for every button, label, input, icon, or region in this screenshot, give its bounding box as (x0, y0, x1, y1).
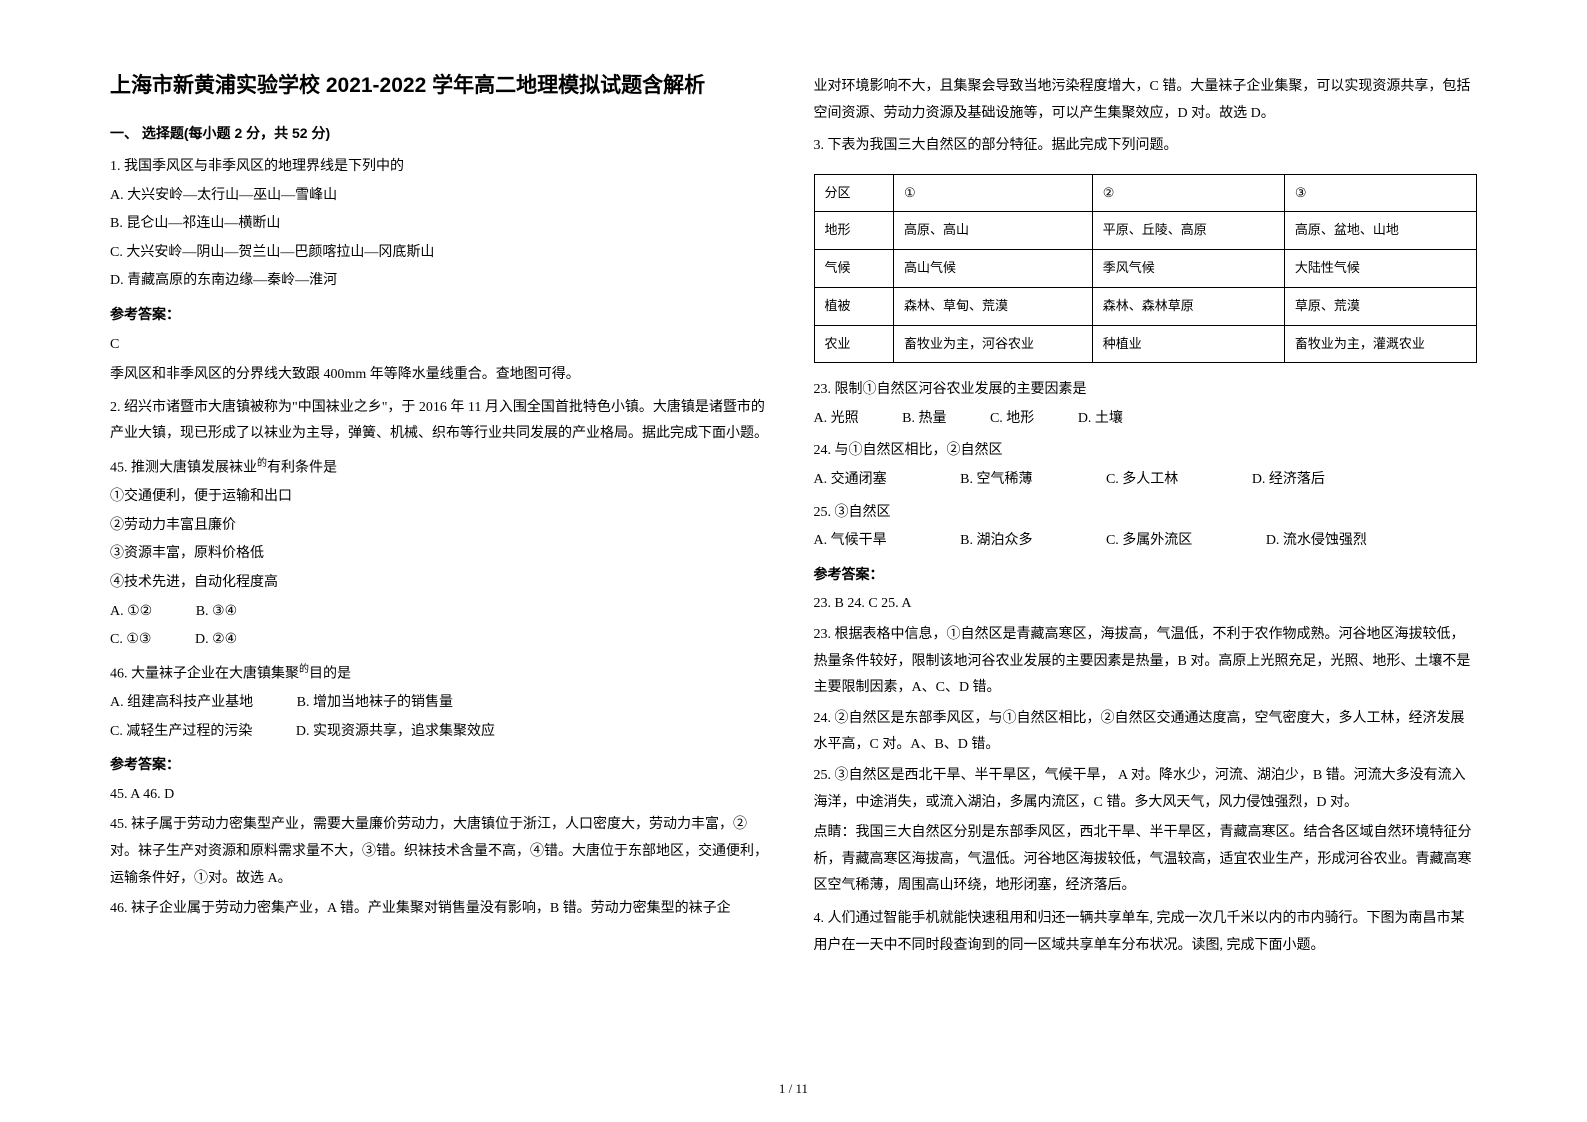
q45-o3: ③资源丰富，原料价格低 (110, 541, 774, 568)
table-cell: 畜牧业为主，灌溉农业 (1284, 325, 1476, 363)
q1-opt-c: C. 大兴安岭—阴山—贺兰山—巴颜喀拉山—冈底斯山 (110, 240, 774, 267)
table-cell: 地形 (814, 212, 894, 250)
q45-text: 45. 推测大唐镇发展袜业 (110, 461, 257, 476)
q1-exp: 季风区和非季风区的分界线大致跟 400mm 年等降水量线重合。查地图可得。 (110, 362, 774, 389)
q45-o1: ①交通便利，便于运输和出口 (110, 484, 774, 511)
q3-exp25: 25. ③自然区是西北干旱、半干旱区，气候干旱， A 对。降水少，河流、湖泊少，… (814, 763, 1478, 816)
table-cell: ② (1092, 174, 1284, 212)
q1-opt-d: D. 青藏高原的东南边缘—秦岭—淮河 (110, 268, 774, 295)
q45-a: A. ①② (110, 599, 152, 626)
table-cell: 农业 (814, 325, 894, 363)
table-cell: ③ (1284, 174, 1476, 212)
q46-stem: 46. 大量袜子企业在大唐镇集聚的目的是 (110, 660, 774, 688)
q46-row1: A. 组建高科技产业基地 B. 增加当地袜子的销售量 (110, 690, 774, 717)
q3-ans-label: 参考答案： (814, 561, 1478, 588)
table-cell: 畜牧业为主，河谷农业 (894, 325, 1093, 363)
table-cell: 大陆性气候 (1284, 250, 1476, 288)
q25-d: D. 流水侵蚀强烈 (1266, 528, 1367, 555)
table-cell: 森林、森林草原 (1092, 287, 1284, 325)
q24-d: D. 经济落后 (1252, 467, 1325, 494)
q46-text: 46. 大量袜子企业在大唐镇集聚 (110, 667, 299, 682)
q2-exp45: 45. 袜子属于劳动力密集型产业，需要大量廉价劳动力，大唐镇位于浙江，人口密度大… (110, 812, 774, 892)
q45-c: C. ①③ (110, 627, 151, 654)
table-row: 植被 森林、草甸、荒漠 森林、森林草原 草原、荒漠 (814, 287, 1477, 325)
q23-d: D. 土壤 (1078, 406, 1123, 433)
table-cell: ① (894, 174, 1093, 212)
q45-stem: 45. 推测大唐镇发展袜业的有利条件是 (110, 454, 774, 482)
q46-row2: C. 减轻生产过程的污染 D. 实现资源共享，追求集聚效应 (110, 719, 774, 746)
q45-o2: ②劳动力丰富且廉价 (110, 513, 774, 540)
q45-row1: A. ①② B. ③④ (110, 599, 774, 626)
q24-stem: 24. 与①自然区相比，②自然区 (814, 438, 1478, 465)
q23-a: A. 光照 (814, 406, 859, 433)
q24-c: C. 多人工林 (1106, 467, 1178, 494)
table-cell: 高山气候 (894, 250, 1093, 288)
q1-opt-a: A. 大兴安岭—太行山—巫山—雪峰山 (110, 183, 774, 210)
table-cell: 气候 (814, 250, 894, 288)
q24-a: A. 交通闭塞 (814, 467, 887, 494)
table-cell: 高原、盆地、山地 (1284, 212, 1476, 250)
table-cell: 分区 (814, 174, 894, 212)
q46-sup: 的 (299, 664, 309, 675)
q3-ans: 23. B 24. C 25. A (814, 591, 1478, 618)
page-number: 1 / 11 (779, 1077, 808, 1102)
q23-c: C. 地形 (990, 406, 1034, 433)
q2-intro: 2. 绍兴市诸暨市大唐镇被称为"中国袜业之乡"，于 2016 年 11 月入围全… (110, 395, 774, 448)
q46-b: B. 增加当地袜子的销售量 (297, 690, 453, 717)
q23-stem: 23. 限制①自然区河谷农业发展的主要因素是 (814, 377, 1478, 404)
table-cell: 季风气候 (1092, 250, 1284, 288)
q45-row2: C. ①③ D. ②④ (110, 627, 774, 654)
q23-opts: A. 光照 B. 热量 C. 地形 D. 土壤 (814, 406, 1478, 433)
q25-a: A. 气候干旱 (814, 528, 887, 555)
q46-a: A. 组建高科技产业基地 (110, 690, 253, 717)
q1-stem: 1. 我国季风区与非季风区的地理界线是下列中的 (110, 154, 774, 181)
q3-exp24: 24. ②自然区是东部季风区，与①自然区相比，②自然区交通通达度高，空气密度大，… (814, 706, 1478, 759)
q25-opts: A. 气候干旱 B. 湖泊众多 C. 多属外流区 D. 流水侵蚀强烈 (814, 528, 1478, 555)
q25-c: C. 多属外流区 (1106, 528, 1192, 555)
q2-ans-label: 参考答案： (110, 751, 774, 778)
q24-b: B. 空气稀薄 (960, 467, 1032, 494)
q4-stem: 4. 人们通过智能手机就能快速租用和归还一辆共享单车, 完成一次几千米以内的市内… (814, 906, 1478, 959)
section-header: 一、 选择题(每小题 2 分，共 52 分) (110, 120, 774, 147)
table-cell: 植被 (814, 287, 894, 325)
q25-stem: 25. ③自然区 (814, 500, 1478, 527)
table-row: 分区 ① ② ③ (814, 174, 1477, 212)
table-row: 农业 畜牧业为主，河谷农业 种植业 畜牧业为主，灌溉农业 (814, 325, 1477, 363)
table-row: 地形 高原、高山 平原、丘陵、高原 高原、盆地、山地 (814, 212, 1477, 250)
q2-exp46b: 业对环境影响不大，且集聚会导致当地污染程度增大，C 错。大量袜子企业集聚，可以实… (814, 74, 1478, 127)
q3-tip: 点睛：我国三大自然区分别是东部季风区，西北干旱、半干旱区，青藏高寒区。结合各区域… (814, 820, 1478, 900)
q23-b: B. 热量 (902, 406, 946, 433)
table-cell: 森林、草甸、荒漠 (894, 287, 1093, 325)
table-row: 气候 高山气候 季风气候 大陆性气候 (814, 250, 1477, 288)
q24-opts: A. 交通闭塞 B. 空气稀薄 C. 多人工林 D. 经济落后 (814, 467, 1478, 494)
q46-c: C. 减轻生产过程的污染 (110, 719, 252, 746)
q45-d: D. ②④ (195, 627, 237, 654)
q46-suffix: 目的是 (309, 667, 351, 682)
q1-ans-label: 参考答案： (110, 301, 774, 328)
doc-title: 上海市新黄浦实验学校 2021-2022 学年高二地理模拟试题含解析 (110, 70, 774, 102)
q46-d: D. 实现资源共享，追求集聚效应 (296, 719, 495, 746)
table-cell: 草原、荒漠 (1284, 287, 1476, 325)
q2-ans: 45. A 46. D (110, 782, 774, 809)
q45-b: B. ③④ (196, 599, 237, 626)
table-cell: 高原、高山 (894, 212, 1093, 250)
q45-o4: ④技术先进，自动化程度高 (110, 570, 774, 597)
q1-opt-b: B. 昆仑山—祁连山—横断山 (110, 211, 774, 238)
table-cell: 平原、丘陵、高原 (1092, 212, 1284, 250)
q3-table: 分区 ① ② ③ 地形 高原、高山 平原、丘陵、高原 高原、盆地、山地 气候 高… (814, 174, 1478, 363)
q45-suffix: 有利条件是 (267, 461, 337, 476)
q25-b: B. 湖泊众多 (960, 528, 1032, 555)
q3-exp23: 23. 根据表格中信息，①自然区是青藏高寒区，海拔高，气温低，不利于农作物成熟。… (814, 622, 1478, 702)
q45-sup: 的 (257, 458, 267, 469)
table-cell: 种植业 (1092, 325, 1284, 363)
q2-exp46a: 46. 袜子企业属于劳动力密集产业，A 错。产业集聚对销售量没有影响，B 错。劳… (110, 896, 774, 923)
q3-stem: 3. 下表为我国三大自然区的部分特征。据此完成下列问题。 (814, 133, 1478, 160)
q1-ans: C (110, 332, 774, 359)
